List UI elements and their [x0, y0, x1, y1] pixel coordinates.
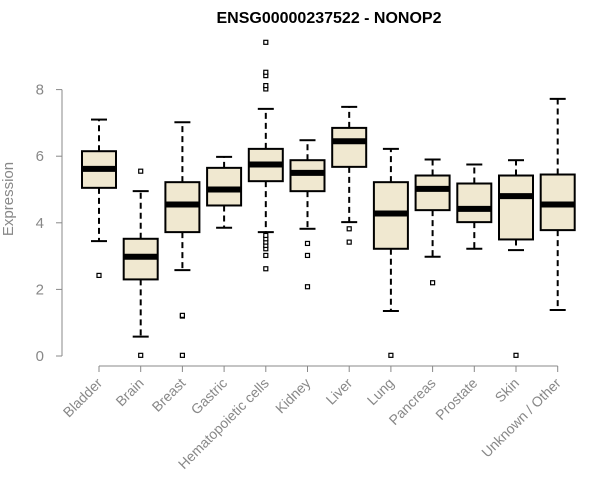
chart-title: ENSG00000237522 - NONOP2 [216, 10, 441, 27]
x-tick-label: Bladder [60, 375, 106, 421]
x-tick-label: Kidney [272, 375, 314, 417]
y-tick-label: 0 [36, 348, 44, 365]
outlier-point [346, 226, 352, 232]
x-tick-label: Brain [112, 375, 146, 409]
outlier-point [304, 240, 311, 247]
y-tick-label: 6 [36, 148, 44, 165]
outlier-point [263, 83, 269, 89]
outlier-point [96, 272, 102, 279]
x-tick-label: Liver [323, 375, 356, 408]
outlier-point [138, 168, 144, 174]
box-group [372, 147, 409, 358]
y-axis: 0 2 4 6 8 [36, 82, 63, 365]
iqr-box [456, 182, 493, 224]
outlier-point [263, 266, 269, 272]
iqr-box [414, 174, 451, 212]
box-group [539, 97, 576, 312]
box-group [331, 105, 368, 245]
box-group [456, 163, 493, 250]
outlier-point [179, 312, 185, 318]
x-tick-label: Breast [149, 375, 189, 415]
x-tick-label: Unknown / Other [478, 375, 564, 461]
outlier-point [263, 232, 269, 239]
outlier-point [430, 280, 436, 286]
plot-area [81, 39, 576, 358]
outlier-point [388, 352, 394, 358]
y-tick-label: 8 [36, 82, 44, 99]
iqr-box [331, 126, 368, 168]
y-axis-label: Expression [0, 162, 17, 236]
box-group [414, 158, 451, 286]
outlier-point [263, 69, 269, 75]
outlier-point [263, 252, 269, 259]
outlier-point [179, 352, 185, 358]
box-group [289, 139, 326, 290]
y-tick-label: 4 [36, 215, 44, 232]
x-tick-label: Skin [492, 375, 523, 406]
outlier-point [304, 284, 311, 290]
outlier-point [304, 252, 311, 259]
box-group [498, 159, 534, 358]
x-tick-label: Prostate [432, 375, 480, 423]
y-tick-label: 2 [36, 281, 44, 298]
outlier-point [138, 352, 144, 358]
box-group [81, 118, 117, 279]
box-group [122, 168, 159, 358]
box-group [206, 155, 243, 229]
outlier-point [346, 239, 352, 245]
outlier-point [263, 39, 269, 45]
box-group [247, 39, 284, 272]
iqr-box [498, 174, 534, 241]
x-tick-label: Lung [364, 375, 397, 408]
box-group [164, 121, 201, 358]
outlier-point [513, 352, 519, 358]
